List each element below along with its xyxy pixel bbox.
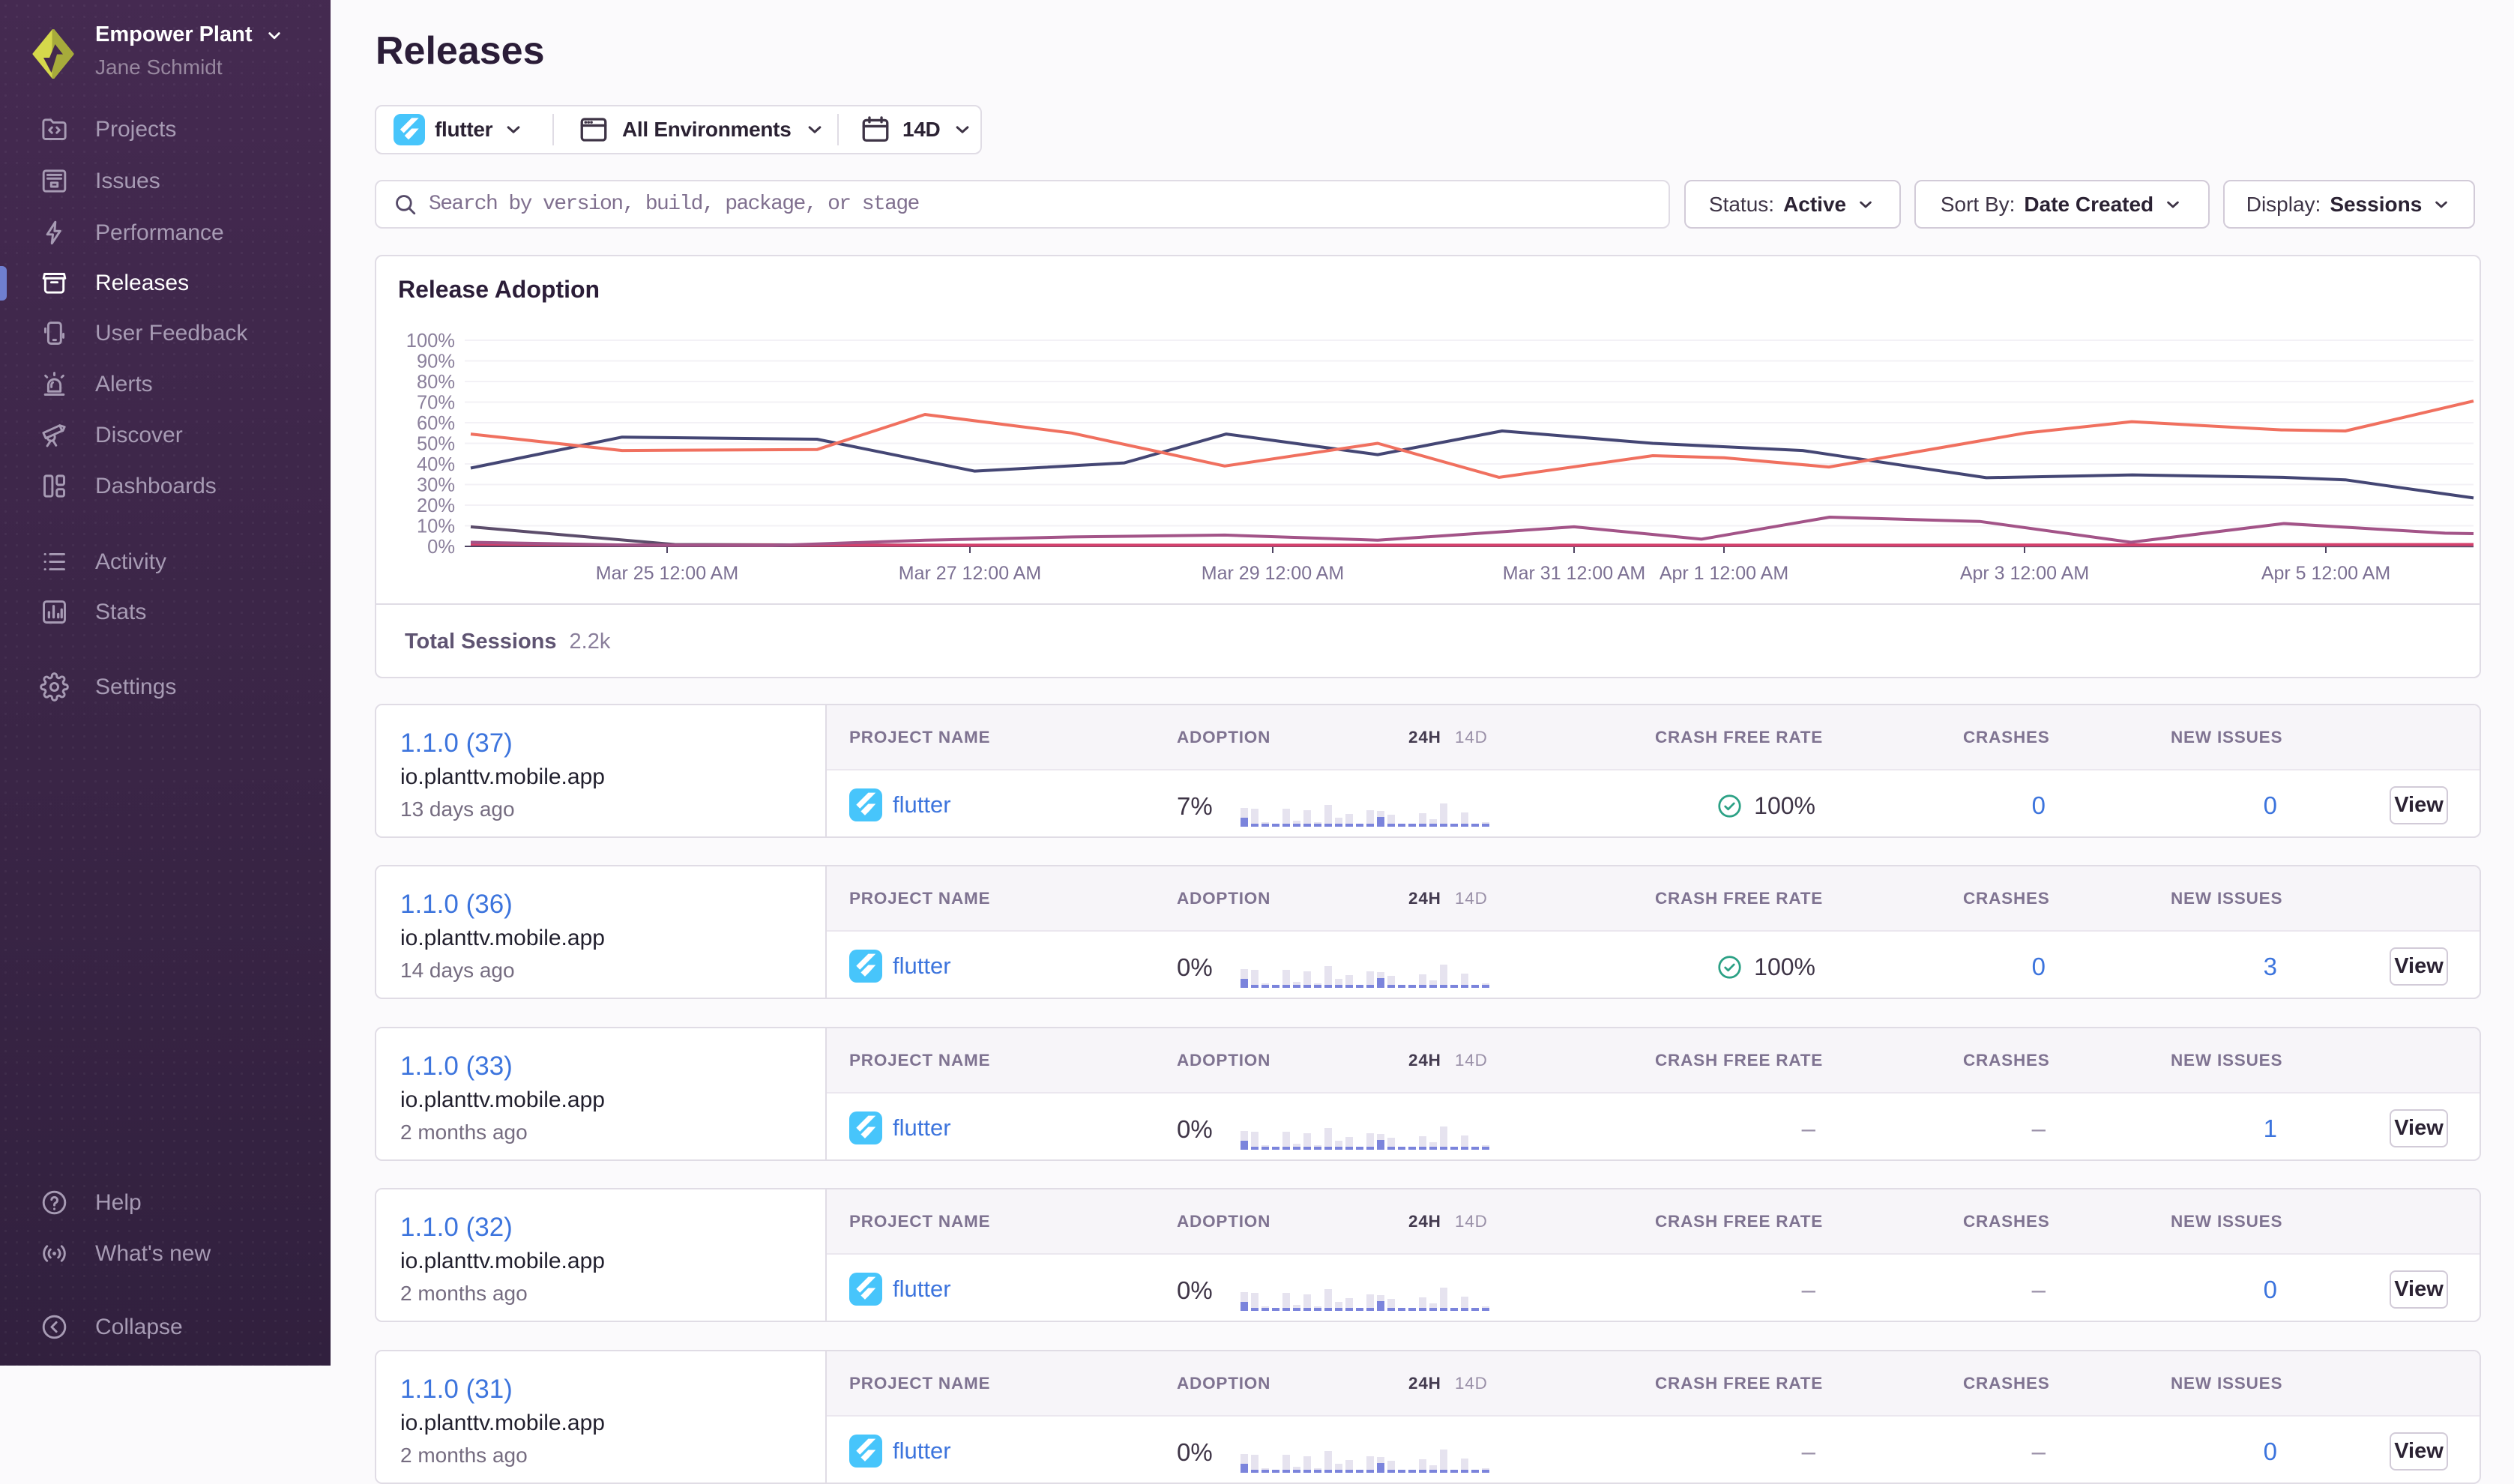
svg-text:Apr 1 12:00 AM: Apr 1 12:00 AM — [1660, 563, 1788, 584]
svg-text:30%: 30% — [417, 475, 455, 496]
svg-text:Mar 25 12:00 AM: Mar 25 12:00 AM — [596, 563, 738, 584]
svg-text:Mar 27 12:00 AM: Mar 27 12:00 AM — [899, 563, 1041, 584]
svg-text:100%: 100% — [406, 331, 455, 352]
svg-text:Mar 29 12:00 AM: Mar 29 12:00 AM — [1202, 563, 1344, 584]
svg-text:20%: 20% — [417, 495, 455, 516]
svg-text:80%: 80% — [417, 372, 455, 393]
svg-text:40%: 40% — [417, 454, 455, 475]
svg-text:Mar 31 12:00 AM: Mar 31 12:00 AM — [1503, 563, 1645, 584]
svg-text:90%: 90% — [417, 352, 455, 372]
svg-text:10%: 10% — [417, 516, 455, 537]
svg-text:50%: 50% — [417, 434, 455, 455]
svg-text:0%: 0% — [427, 537, 455, 558]
svg-text:Apr 3 12:00 AM: Apr 3 12:00 AM — [1960, 563, 2089, 584]
svg-text:Apr 5 12:00 AM: Apr 5 12:00 AM — [2261, 563, 2390, 584]
svg-text:70%: 70% — [417, 393, 455, 414]
svg-text:60%: 60% — [417, 413, 455, 434]
